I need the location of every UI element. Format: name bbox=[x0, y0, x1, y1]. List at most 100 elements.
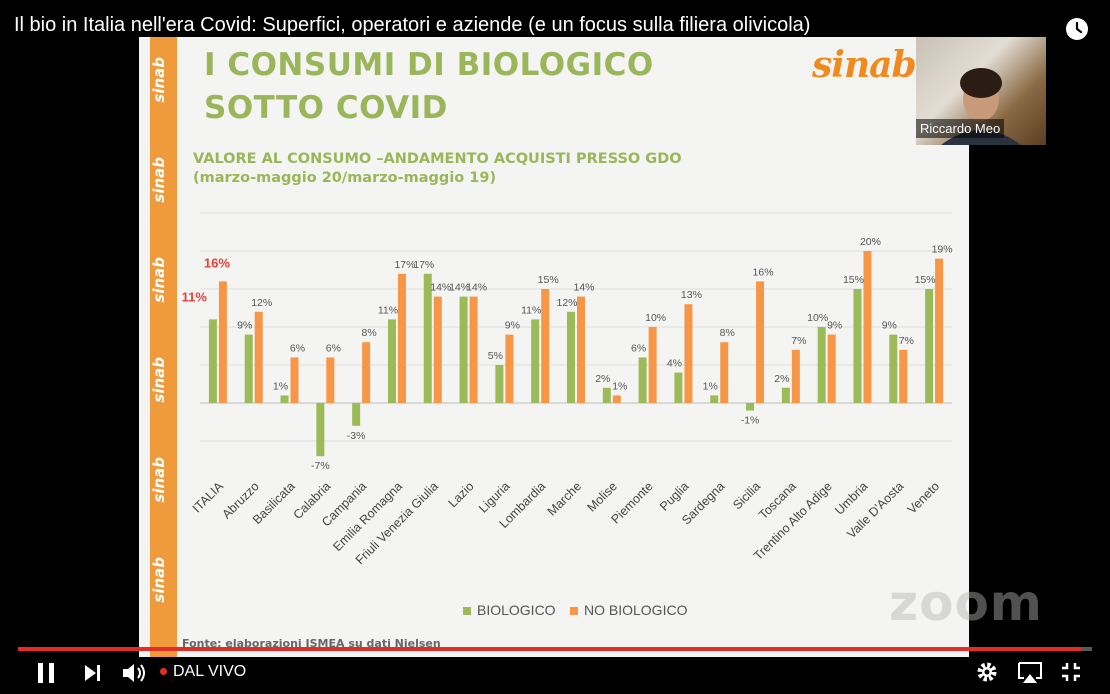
bar-no-biologico bbox=[362, 342, 371, 403]
bar-biologico bbox=[817, 327, 826, 403]
next-icon[interactable] bbox=[81, 660, 105, 686]
bar-biologico bbox=[531, 319, 540, 403]
data-label-no-biologico: 16% bbox=[753, 266, 774, 278]
data-label-biologico: 15% bbox=[915, 274, 936, 286]
slide-side-stripe: sinab sinab sinab sinab sinab sinab bbox=[150, 37, 177, 657]
data-label-biologico: -1% bbox=[741, 415, 760, 427]
progress-bar[interactable] bbox=[18, 647, 1092, 651]
bar-no-biologico bbox=[935, 258, 944, 403]
bar-biologico bbox=[674, 372, 683, 403]
bar-no-biologico bbox=[326, 357, 335, 403]
data-label-biologico: 17% bbox=[413, 259, 434, 271]
slide-title-line-1: I CONSUMI DI BIOLOGICO bbox=[204, 47, 654, 83]
category-label: Lazio bbox=[446, 479, 477, 510]
airplay-icon[interactable] bbox=[1016, 660, 1044, 686]
bar-no-biologico bbox=[612, 395, 621, 403]
data-label-biologico: 4% bbox=[667, 358, 682, 370]
data-label-no-biologico: 14% bbox=[430, 282, 451, 294]
bar-biologico bbox=[352, 403, 361, 426]
data-label-biologico: 10% bbox=[807, 312, 828, 324]
bar-no-biologico bbox=[899, 349, 908, 403]
legend-label-no-biologico: NO BIOLOGICO bbox=[584, 602, 688, 618]
bar-biologico bbox=[459, 296, 468, 403]
bar-no-biologico bbox=[684, 304, 693, 403]
chart-subtitle: VALORE AL CONSUMO –ANDAMENTO ACQUISTI PR… bbox=[193, 150, 682, 188]
data-label-no-biologico: 9% bbox=[505, 320, 520, 332]
volume-icon[interactable] bbox=[120, 660, 148, 686]
live-label: DAL VIVO bbox=[173, 663, 247, 680]
data-label-no-biologico: 8% bbox=[362, 327, 377, 339]
legend-swatch-no-biologico bbox=[570, 607, 578, 615]
bar-biologico bbox=[638, 357, 647, 403]
bar-no-biologico bbox=[290, 357, 299, 403]
category-label: Marche bbox=[545, 479, 584, 518]
category-label: Veneto bbox=[905, 479, 942, 516]
bar-biologico bbox=[602, 387, 611, 403]
data-label-biologico: 15% bbox=[843, 274, 864, 286]
bar-biologico bbox=[423, 273, 432, 403]
sinab-logo: sinab bbox=[812, 44, 917, 86]
bar-no-biologico bbox=[218, 281, 227, 403]
data-label-biologico: 2% bbox=[595, 373, 610, 385]
data-label-no-biologico: 20% bbox=[860, 236, 881, 248]
data-label-no-biologico: 1% bbox=[612, 380, 627, 392]
bar-biologico bbox=[925, 289, 934, 403]
data-label-no-biologico: 10% bbox=[645, 312, 666, 324]
bar-no-biologico bbox=[720, 342, 729, 403]
data-label-no-biologico: 16% bbox=[204, 255, 230, 270]
data-label-biologico: 5% bbox=[488, 350, 503, 362]
data-label-biologico: 2% bbox=[774, 373, 789, 385]
bar-no-biologico bbox=[827, 334, 836, 403]
clock-icon[interactable] bbox=[1064, 16, 1090, 42]
data-label-no-biologico: 9% bbox=[827, 320, 842, 332]
data-label-no-biologico: 6% bbox=[326, 342, 341, 354]
data-label-no-biologico: 7% bbox=[899, 335, 914, 347]
bar-biologico bbox=[853, 289, 862, 403]
data-label-no-biologico: 13% bbox=[681, 289, 702, 301]
data-label-no-biologico: 7% bbox=[791, 335, 806, 347]
category-label: Sicilia bbox=[730, 479, 763, 512]
data-label-biologico: 6% bbox=[631, 342, 646, 354]
data-label-biologico: -7% bbox=[311, 460, 330, 472]
bar-no-biologico bbox=[756, 281, 765, 403]
live-indicator: DAL VIVO bbox=[160, 663, 246, 681]
category-label: Puglia bbox=[657, 479, 692, 514]
data-label-biologico: 14% bbox=[449, 282, 470, 294]
data-label-biologico: 12% bbox=[556, 297, 577, 309]
bar-no-biologico bbox=[254, 311, 263, 403]
source-note: Fonte: elaborazioni ISMEA su dati Nielse… bbox=[182, 637, 441, 650]
data-label-no-biologico: 12% bbox=[251, 297, 272, 309]
bar-no-biologico bbox=[397, 273, 406, 403]
bar-biologico bbox=[244, 334, 253, 403]
bar-no-biologico bbox=[791, 349, 800, 403]
data-label-no-biologico: 15% bbox=[538, 274, 559, 286]
chart-subtitle-line-2: (marzo-maggio 20/marzo-maggio 19) bbox=[193, 170, 497, 186]
pause-icon[interactable] bbox=[34, 660, 58, 686]
settings-gear-icon[interactable] bbox=[975, 660, 999, 684]
data-label-no-biologico: 19% bbox=[932, 244, 953, 256]
data-label-no-biologico: 14% bbox=[573, 282, 594, 294]
data-label-no-biologico: 14% bbox=[466, 282, 487, 294]
data-label-biologico: 11% bbox=[182, 289, 208, 304]
bar-biologico bbox=[387, 319, 396, 403]
player-controls: DAL VIVO bbox=[0, 652, 1110, 694]
exit-fullscreen-icon[interactable] bbox=[1059, 660, 1083, 684]
video-title: Il bio in Italia nell'era Covid: Superfi… bbox=[14, 14, 811, 36]
bar-biologico bbox=[710, 395, 719, 403]
legend-swatch-biologico bbox=[463, 607, 471, 615]
bar-biologico bbox=[208, 319, 217, 403]
bar-biologico bbox=[889, 334, 898, 403]
participant-name: Riccardo Meo bbox=[916, 119, 1005, 138]
data-label-biologico: 11% bbox=[378, 304, 398, 316]
bar-biologico bbox=[280, 395, 289, 403]
data-label-biologico: 1% bbox=[703, 380, 718, 392]
bar-biologico bbox=[567, 311, 575, 403]
data-label-biologico: 11% bbox=[521, 304, 541, 316]
chart-subtitle-line-1: VALORE AL CONSUMO –ANDAMENTO ACQUISTI PR… bbox=[193, 151, 682, 167]
bar-biologico bbox=[781, 387, 790, 403]
data-label-biologico: 9% bbox=[882, 320, 897, 332]
slide-title-line-2: SOTTO COVID bbox=[204, 90, 448, 126]
data-label-no-biologico: 8% bbox=[720, 327, 735, 339]
data-label-biologico: 1% bbox=[273, 380, 288, 392]
